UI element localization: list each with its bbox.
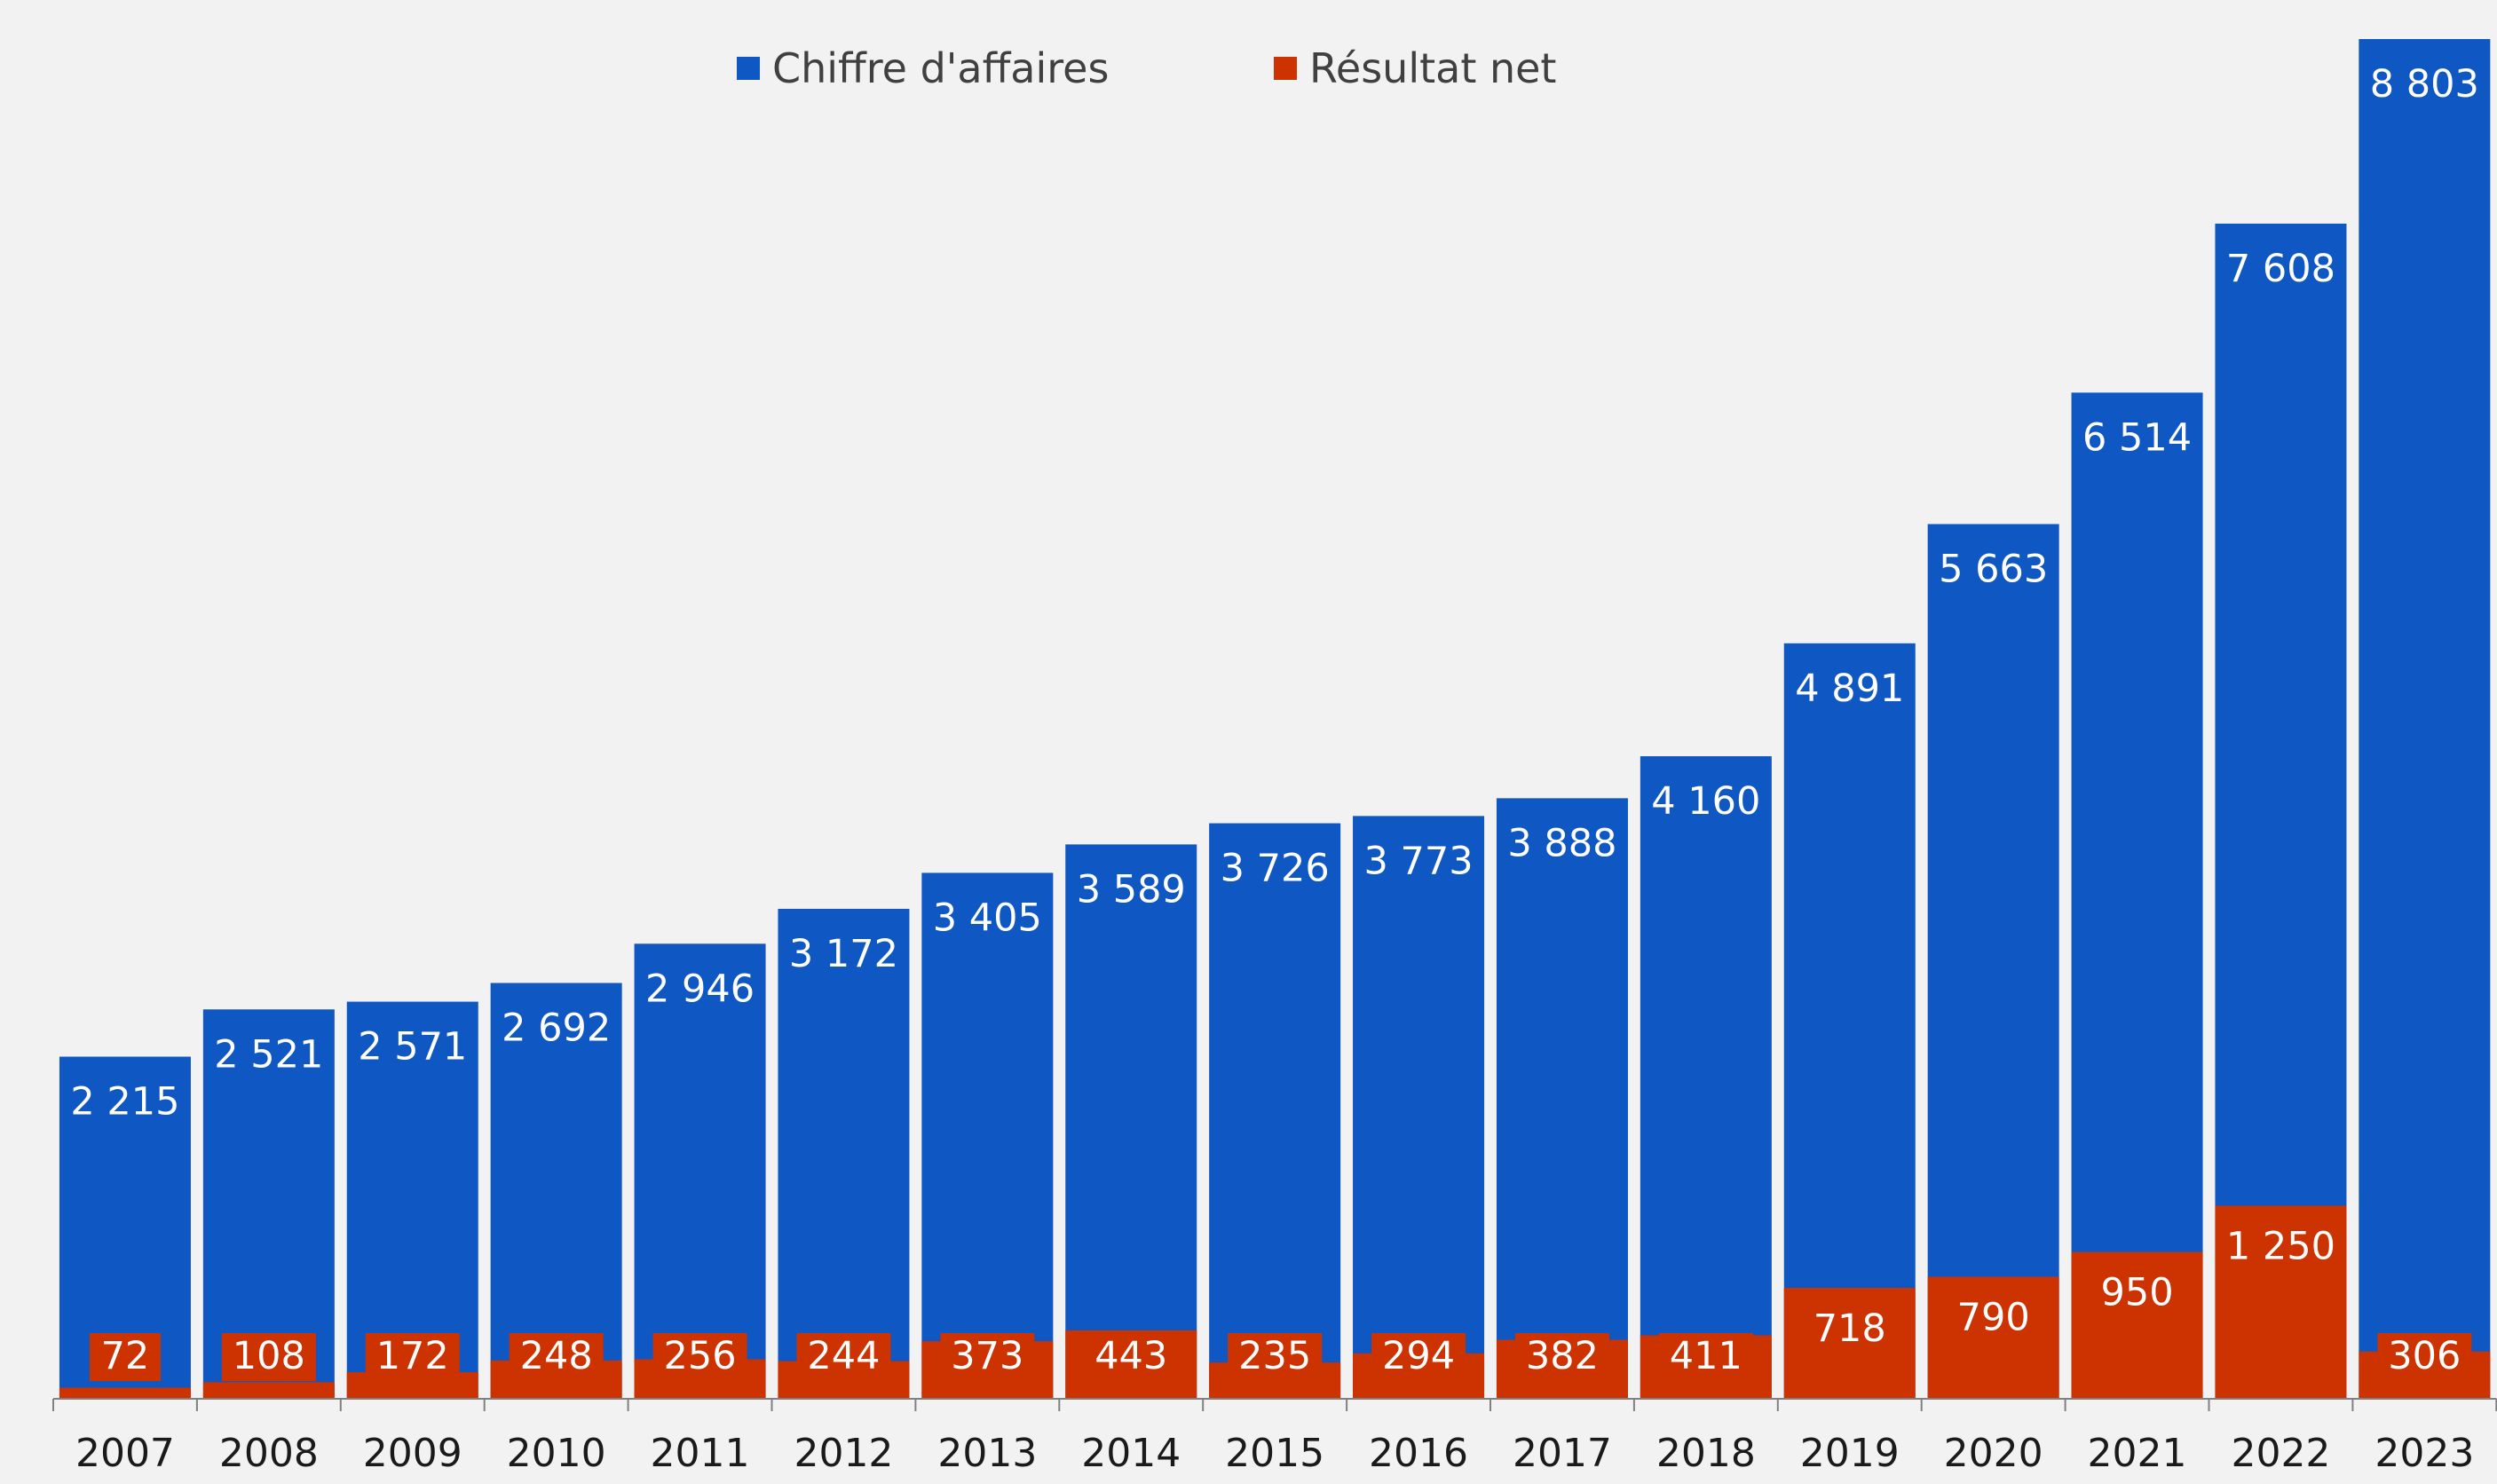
net-income-bar-2021 <box>2071 1251 2203 1399</box>
revenue-bar-2012 <box>778 908 910 1399</box>
net-income-bar-2007 <box>59 1387 191 1399</box>
x-tick-label-2022: 2022 <box>2231 1431 2330 1476</box>
x-tick-label-2019: 2019 <box>1800 1431 1900 1476</box>
x-tick-label-2009: 2009 <box>363 1431 462 1476</box>
net-income-label-bg-2011 <box>652 1333 747 1381</box>
x-tick-label-2013: 2013 <box>937 1431 1037 1476</box>
net-income-label-2007: 72 <box>101 1334 150 1378</box>
net-income-label-2012: 244 <box>807 1334 880 1378</box>
revenue-bar-2013 <box>921 872 1054 1399</box>
legend-item-net-income: Résultat net <box>1274 44 1556 92</box>
revenue-label-2013: 3 405 <box>933 896 1042 940</box>
net-income-label-2011: 256 <box>664 1334 737 1378</box>
revenue-bar-2015 <box>1209 823 1341 1399</box>
x-tick-label-2014: 2014 <box>1081 1431 1181 1476</box>
net-income-label-2017: 382 <box>1526 1334 1599 1378</box>
net-income-label-2013: 373 <box>951 1334 1023 1378</box>
revenue-label-2019: 4 891 <box>1795 667 1904 711</box>
revenue-label-2021: 6 514 <box>2082 415 2192 460</box>
revenue-bar-2010 <box>490 983 622 1399</box>
revenue-bar-2017 <box>1496 798 1628 1399</box>
net-income-label-2015: 235 <box>1238 1334 1311 1378</box>
x-tick-label-2020: 2020 <box>1944 1431 2043 1476</box>
revenue-label-2018: 4 160 <box>1651 779 1760 824</box>
net-income-label-bg-2015 <box>1228 1333 1323 1381</box>
net-income-label-2014: 443 <box>1094 1334 1167 1378</box>
revenue-bar-2022 <box>2215 223 2347 1399</box>
revenue-label-2014: 3 589 <box>1077 867 1186 912</box>
net-income-bar-2020 <box>1927 1276 2059 1399</box>
net-income-label-bg-2014 <box>1084 1333 1179 1381</box>
revenue-label-2015: 3 726 <box>1221 847 1330 891</box>
revenue-label-2020: 5 663 <box>1939 547 2048 591</box>
revenue-label-2016: 3 773 <box>1363 839 1473 883</box>
net-income-label-2021: 950 <box>2101 1271 2174 1315</box>
revenue-bar-2009 <box>346 1001 478 1399</box>
net-income-label-bg-2012 <box>796 1333 891 1381</box>
net-income-bar-2008 <box>202 1382 335 1399</box>
x-tick-label-2017: 2017 <box>1513 1431 1612 1476</box>
revenue-label-2023: 8 803 <box>2370 62 2479 107</box>
net-income-label-bg-2010 <box>509 1333 604 1381</box>
net-income-label-bg-2016 <box>1371 1333 1466 1381</box>
x-tick-label-2023: 2023 <box>2375 1431 2474 1476</box>
legend-label-revenue: Chiffre d'affaires <box>772 44 1110 92</box>
revenue-bar-2018 <box>1640 756 1772 1399</box>
net-income-label-2009: 172 <box>376 1334 449 1378</box>
net-income-label-2018: 411 <box>1670 1334 1742 1378</box>
x-tick-label-2016: 2016 <box>1369 1431 1468 1476</box>
revenue-bar-2019 <box>1783 643 1916 1399</box>
net-income-label-bg-2017 <box>1514 1333 1609 1381</box>
net-income-label-bg-2013 <box>940 1333 1035 1381</box>
net-income-label-bg-2008 <box>221 1333 316 1381</box>
net-income-label-2016: 294 <box>1382 1334 1455 1378</box>
x-tick-label-2008: 2008 <box>219 1431 319 1476</box>
net-income-label-2020: 790 <box>1957 1296 2030 1340</box>
net-income-label-2010: 248 <box>520 1334 593 1378</box>
revenue-label-2011: 2 946 <box>645 967 755 1011</box>
revenue-label-2017: 3 888 <box>1507 821 1616 865</box>
legend: Chiffre d'affaires Résultat net <box>0 44 2497 98</box>
revenue-label-2007: 2 215 <box>70 1080 179 1125</box>
x-tick-label-2015: 2015 <box>1225 1431 1324 1476</box>
net-income-label-2019: 718 <box>1813 1306 1886 1351</box>
legend-swatch-net-income <box>1274 57 1297 80</box>
legend-item-revenue: Chiffre d'affaires <box>737 44 1109 92</box>
x-tick-label-2010: 2010 <box>507 1431 606 1476</box>
net-income-label-2023: 306 <box>2388 1334 2461 1378</box>
revenue-label-2012: 3 172 <box>789 932 898 976</box>
legend-label-net-income: Résultat net <box>1309 44 1557 92</box>
net-income-label-bg-2023 <box>2377 1333 2472 1381</box>
x-tick-label-2021: 2021 <box>2088 1431 2187 1476</box>
net-income-bar-2019 <box>1783 1288 1916 1399</box>
revenue-label-2022: 7 608 <box>2226 247 2335 291</box>
net-income-label-bg-2007 <box>89 1333 161 1381</box>
revenue-bar-2011 <box>634 943 766 1399</box>
x-tick-label-2018: 2018 <box>1656 1431 1756 1476</box>
net-income-label-2008: 108 <box>233 1334 305 1378</box>
revenue-label-2009: 2 571 <box>358 1025 467 1070</box>
net-income-bar-2022 <box>2215 1205 2347 1399</box>
legend-swatch-revenue <box>737 57 760 80</box>
x-tick-label-2011: 2011 <box>651 1431 750 1476</box>
revenue-bar-2023 <box>2359 39 2491 1399</box>
x-tick-label-2012: 2012 <box>794 1431 893 1476</box>
revenue-bar-2021 <box>2071 392 2203 1399</box>
net-income-label-bg-2009 <box>365 1333 460 1381</box>
revenue-bar-2014 <box>1065 844 1197 1399</box>
net-income-label-2022: 1 250 <box>2226 1224 2335 1268</box>
x-tick-label-2007: 2007 <box>75 1431 175 1476</box>
net-income-label-bg-2018 <box>1658 1333 1753 1381</box>
revenue-label-2010: 2 692 <box>502 1006 611 1051</box>
revenue-bar-2016 <box>1353 816 1485 1399</box>
revenue-label-2008: 2 521 <box>214 1032 323 1077</box>
revenue-bar-2020 <box>1927 524 2059 1399</box>
